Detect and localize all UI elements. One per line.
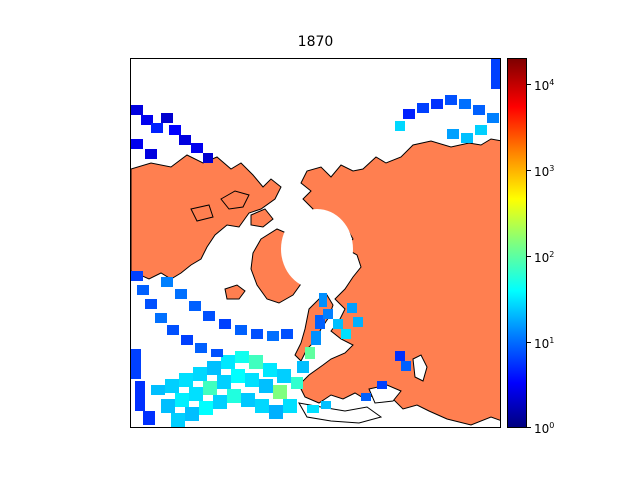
colorbar-label-1e2: 102 xyxy=(534,250,555,265)
sea-caspian xyxy=(412,354,428,382)
arctic-ocean xyxy=(281,209,353,289)
colorbar-tick xyxy=(527,170,531,171)
map-panel xyxy=(130,58,501,428)
colorbar-label-1e4: 104 xyxy=(534,78,555,93)
colorbar-tick xyxy=(527,256,531,257)
colorbar-label-1e0: 100 xyxy=(534,421,555,436)
colorbar-tick xyxy=(527,84,531,85)
colorbar xyxy=(507,58,527,428)
colorbar-tick xyxy=(527,427,531,428)
map-svg xyxy=(131,59,500,427)
colorbar-label-1e3: 103 xyxy=(534,164,555,179)
land-iceland xyxy=(224,284,246,300)
map-title: 1870 xyxy=(297,34,334,50)
colorbar-tick xyxy=(527,342,531,343)
land-arctic-islands xyxy=(190,190,274,228)
colorbar-label-1e1: 101 xyxy=(534,336,555,351)
observation-cells xyxy=(131,59,500,427)
